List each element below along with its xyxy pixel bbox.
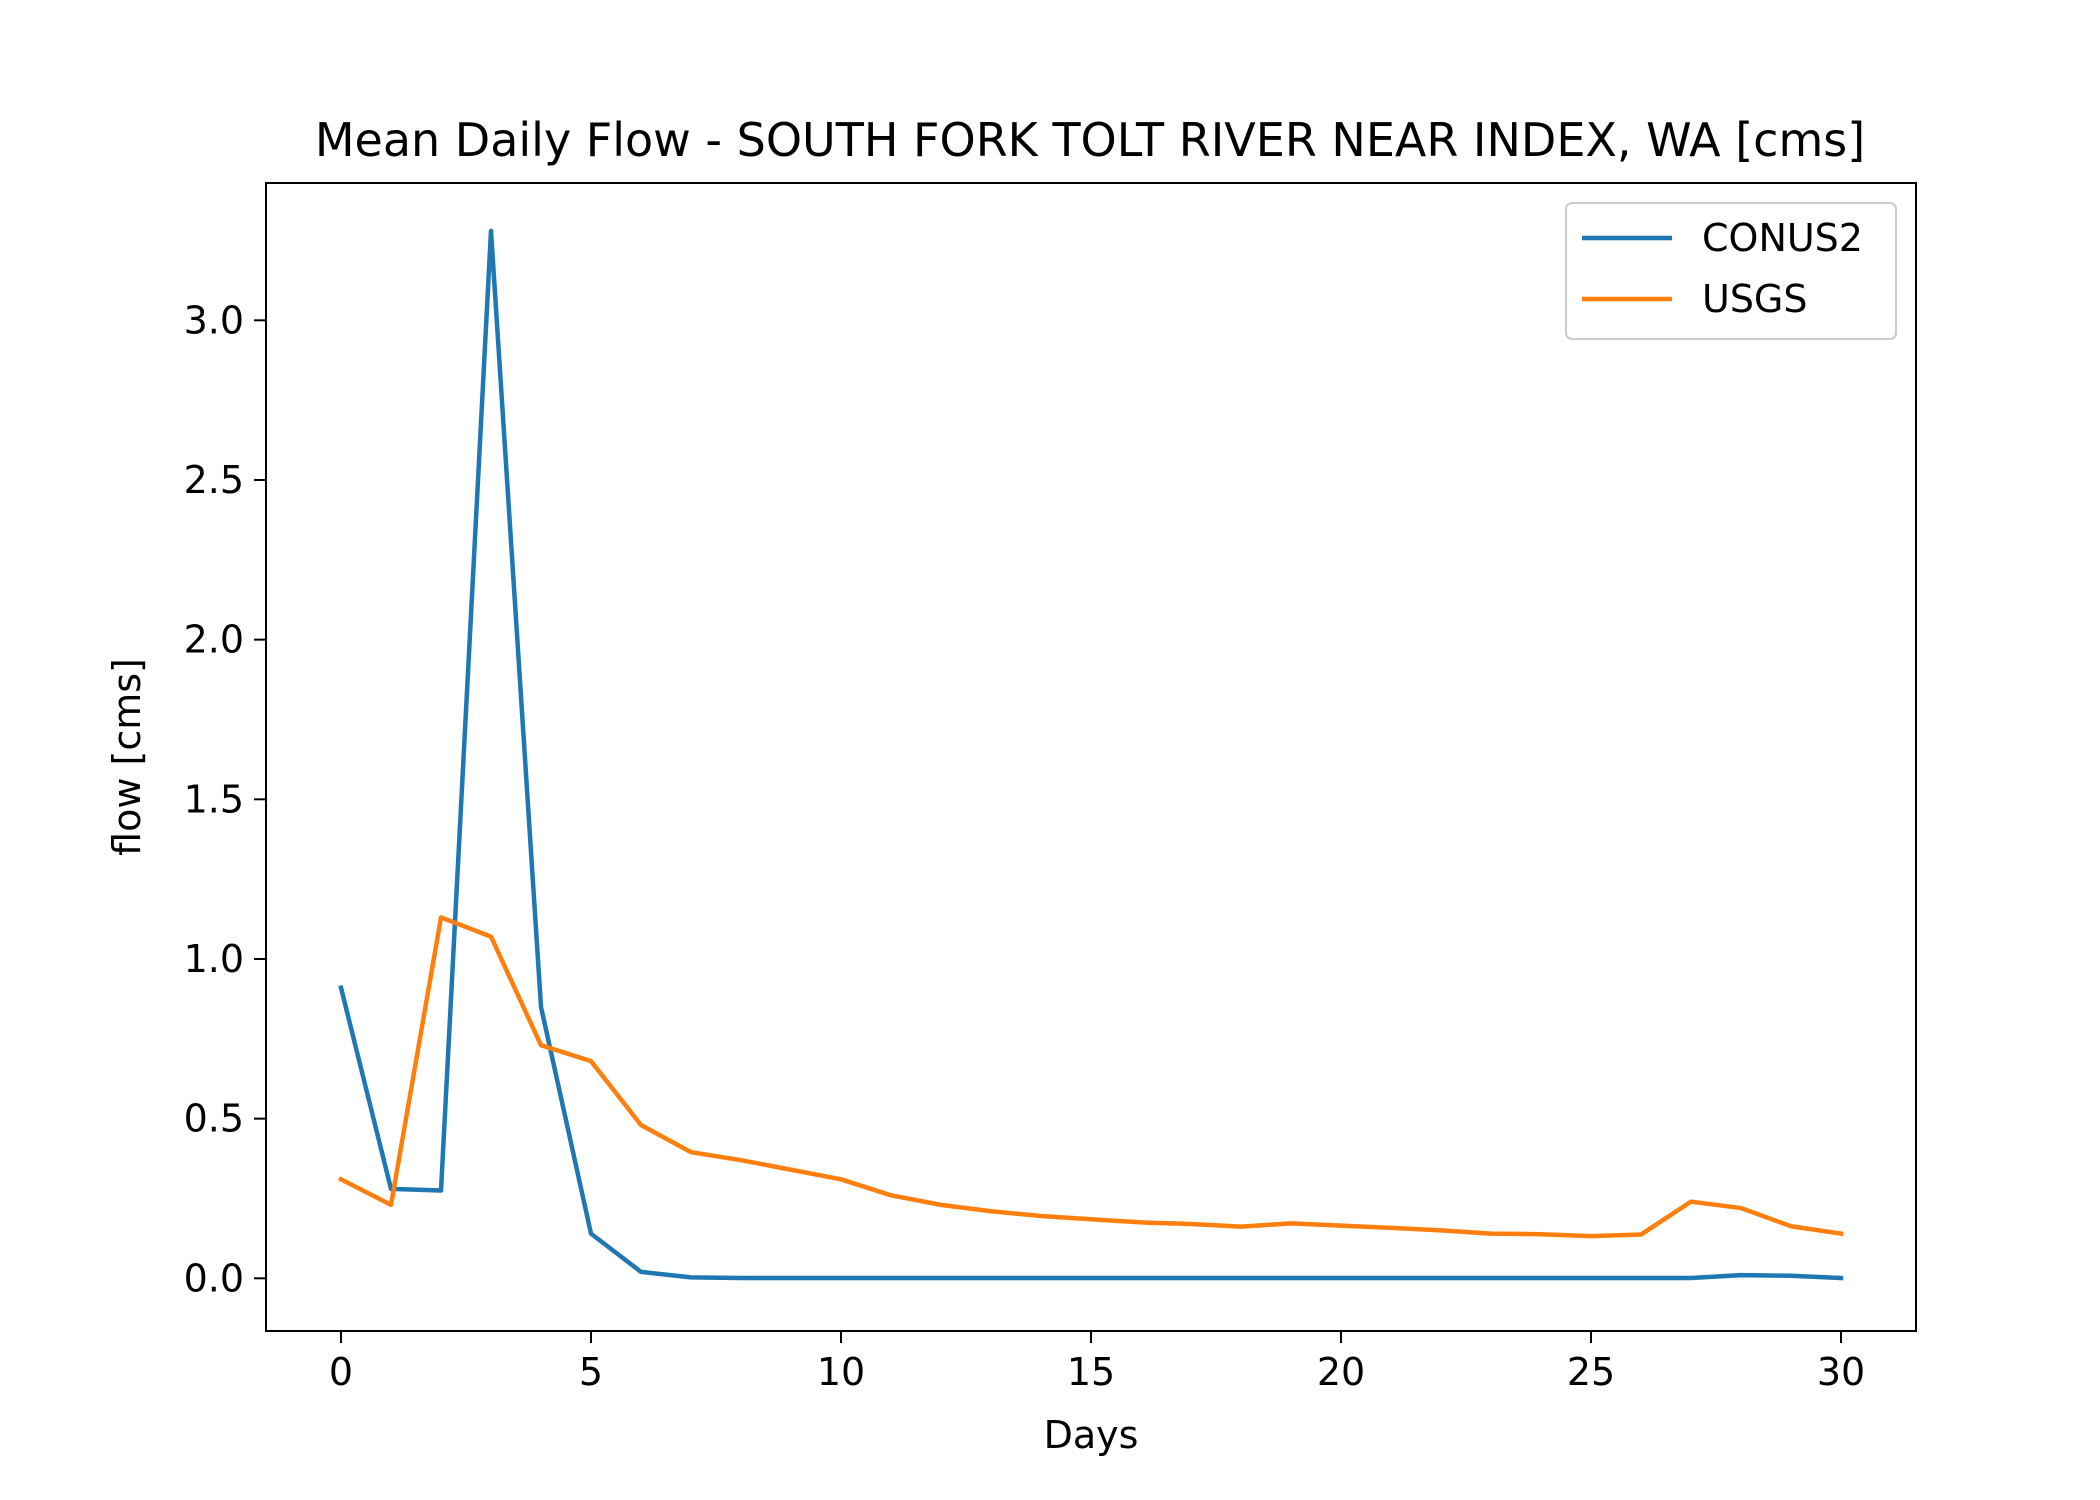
y-axis: 0.0 0.5 1.0 1.5 2.0 2.5 3.0	[184, 298, 266, 1300]
y-tick-label: 1.0	[184, 937, 244, 981]
chart-title: Mean Daily Flow - SOUTH FORK TOLT RIVER …	[315, 113, 1865, 167]
legend: CONUS2 USGS	[1565, 202, 1897, 340]
x-tick-label: 15	[1067, 1350, 1115, 1394]
x-axis-label: Days	[1044, 1413, 1139, 1457]
legend-label: USGS	[1702, 277, 1808, 321]
x-tick-label: 0	[329, 1350, 353, 1394]
x-tick-label: 30	[1817, 1350, 1865, 1394]
y-tick-label: 0.5	[184, 1097, 244, 1141]
series-layer	[337, 228, 1844, 1281]
series-line-usgs	[337, 915, 1844, 1239]
y-tick-label: 3.0	[184, 298, 244, 342]
series-line-conus2	[338, 228, 1844, 1281]
x-tick-label: 10	[817, 1350, 865, 1394]
y-tick-label: 0.0	[184, 1256, 244, 1300]
x-axis: 0 5 10 15 20 25 30	[329, 1331, 1865, 1394]
y-tick-label: 2.0	[184, 618, 244, 662]
y-axis-label: flow [cms]	[105, 658, 149, 856]
legend-label: CONUS2	[1702, 216, 1863, 260]
x-tick-label: 20	[1317, 1350, 1365, 1394]
y-tick-label: 2.5	[184, 458, 244, 502]
x-tick-label: 25	[1567, 1350, 1615, 1394]
y-tick-label: 1.5	[184, 777, 244, 821]
x-tick-label: 5	[579, 1350, 603, 1394]
